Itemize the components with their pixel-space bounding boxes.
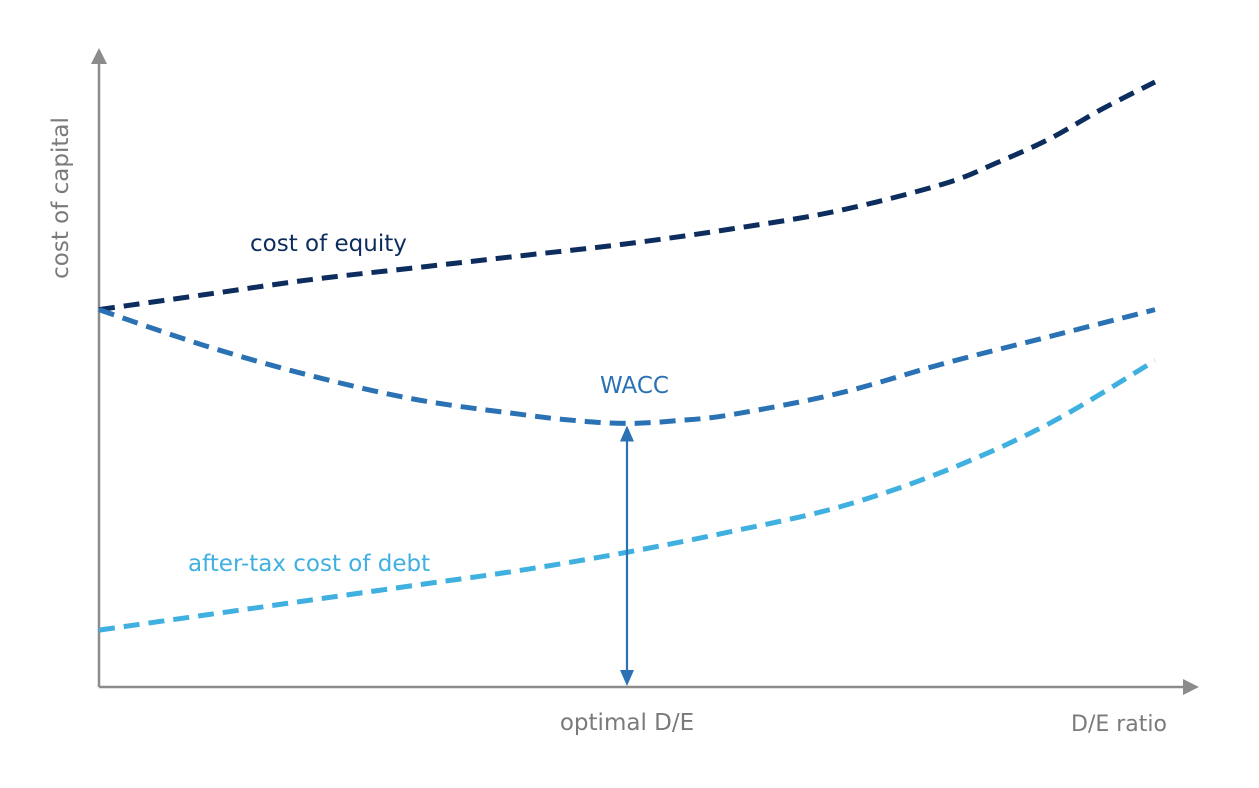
optimal-arrow-head-bottom xyxy=(620,670,634,686)
optimal-de-arrow xyxy=(620,425,634,686)
series-label-cost-of-equity: cost of equity xyxy=(250,231,407,257)
series-line-wacc xyxy=(98,307,1156,426)
series-line-cost-of-equity xyxy=(98,79,1157,313)
x-axis-label: D/E ratio xyxy=(1071,712,1167,737)
optimal-de-label: optimal D/E xyxy=(560,710,694,736)
series-label-wacc: WACC xyxy=(600,373,669,399)
x-axis-arrowhead xyxy=(1183,679,1199,695)
y-axis-label: cost of capital xyxy=(48,117,74,279)
y-axis-arrowhead xyxy=(91,48,107,64)
labels: cost of capital D/E ratio optimal D/E co… xyxy=(48,117,1167,737)
axes xyxy=(91,48,1199,695)
optimal-arrow-head-top xyxy=(620,425,634,442)
series-label-after-tax-cost-of-debt: after-tax cost of debt xyxy=(188,551,430,577)
